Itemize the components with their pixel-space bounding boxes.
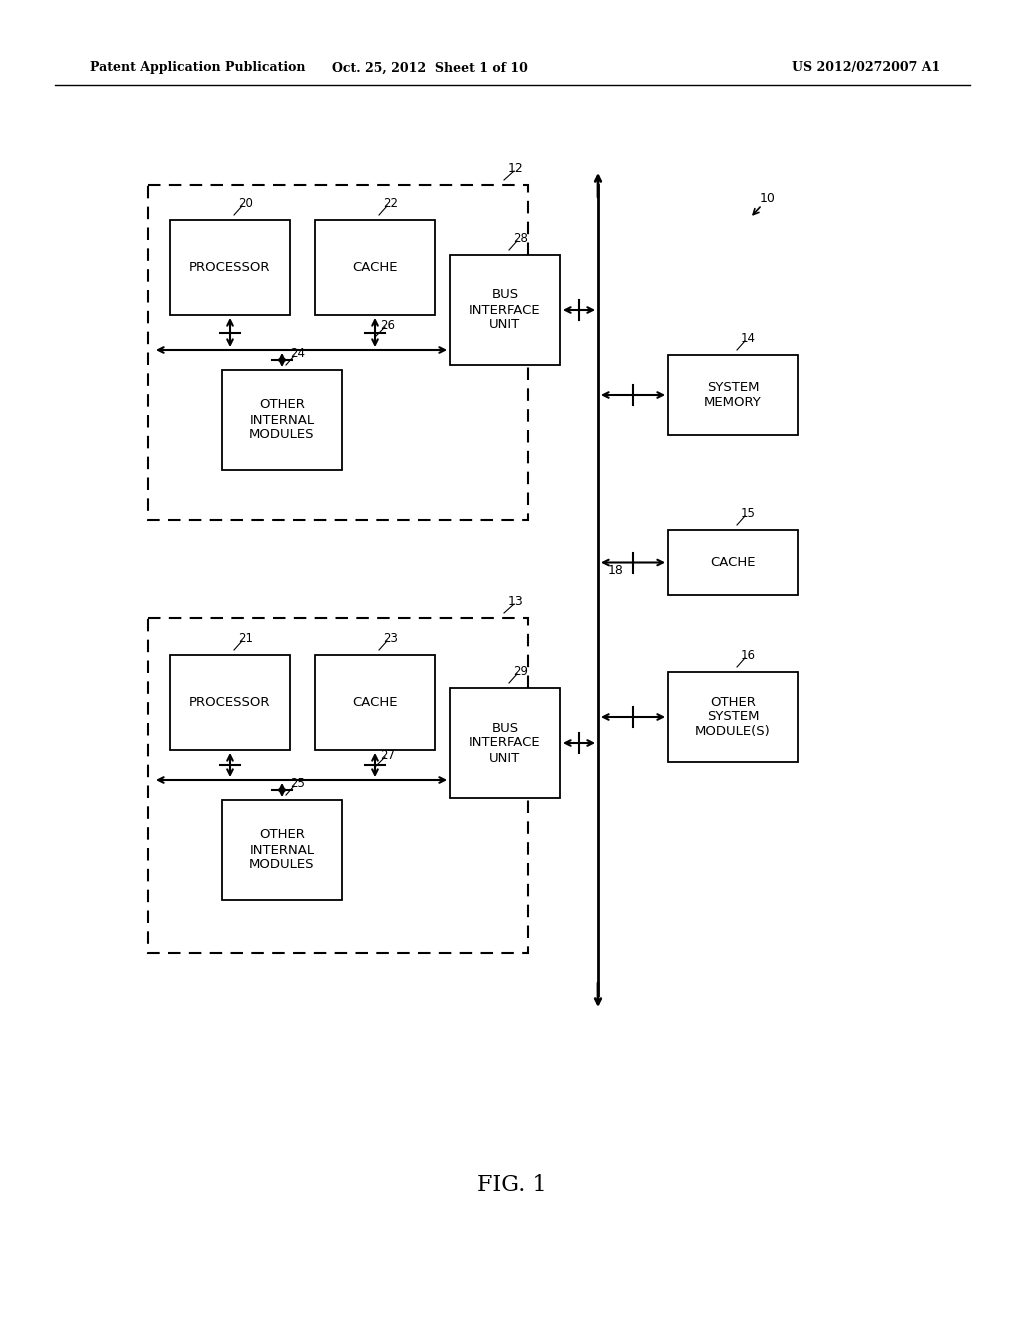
Bar [170,220,290,315]
Text: BUS
INTERFACE
UNIT: BUS INTERFACE UNIT [469,289,541,331]
Bar [668,531,798,595]
Text: CACHE: CACHE [711,556,756,569]
Bar [668,355,798,436]
Bar [315,220,435,315]
Bar [222,800,342,900]
Bar [222,370,342,470]
Text: 23: 23 [383,632,398,645]
Text: CACHE: CACHE [352,261,397,275]
Text: 29: 29 [513,665,528,678]
Text: US 2012/0272007 A1: US 2012/0272007 A1 [792,62,940,74]
Bar [668,672,798,762]
Text: 13: 13 [508,595,523,609]
Text: SYSTEM
MEMORY: SYSTEM MEMORY [705,381,762,409]
Bar [148,185,528,520]
Text: OTHER
SYSTEM
MODULE(S): OTHER SYSTEM MODULE(S) [695,696,771,738]
Text: 24: 24 [290,347,305,360]
Bar [148,618,528,953]
Text: 27: 27 [380,748,395,762]
Text: BUS
INTERFACE
UNIT: BUS INTERFACE UNIT [469,722,541,764]
Text: 20: 20 [238,197,253,210]
Text: 22: 22 [383,197,398,210]
Text: Oct. 25, 2012  Sheet 1 of 10: Oct. 25, 2012 Sheet 1 of 10 [332,62,528,74]
Text: PROCESSOR: PROCESSOR [189,696,270,709]
Bar [450,688,560,799]
Bar [315,655,435,750]
Text: 14: 14 [741,333,756,345]
Bar [450,255,560,366]
Text: FIG. 1: FIG. 1 [477,1173,547,1196]
Text: OTHER
INTERNAL
MODULES: OTHER INTERNAL MODULES [249,829,314,871]
Text: CACHE: CACHE [352,696,397,709]
Text: Patent Application Publication: Patent Application Publication [90,62,305,74]
Text: 12: 12 [508,162,523,176]
Text: 25: 25 [290,777,305,789]
Text: 18: 18 [608,564,624,577]
Text: 16: 16 [741,649,756,663]
Text: OTHER
INTERNAL
MODULES: OTHER INTERNAL MODULES [249,399,314,441]
Text: 28: 28 [513,232,528,246]
Bar [170,655,290,750]
Text: 21: 21 [238,632,253,645]
Text: PROCESSOR: PROCESSOR [189,261,270,275]
Text: 26: 26 [380,319,395,333]
Text: 15: 15 [741,507,756,520]
Text: 10: 10 [760,191,776,205]
